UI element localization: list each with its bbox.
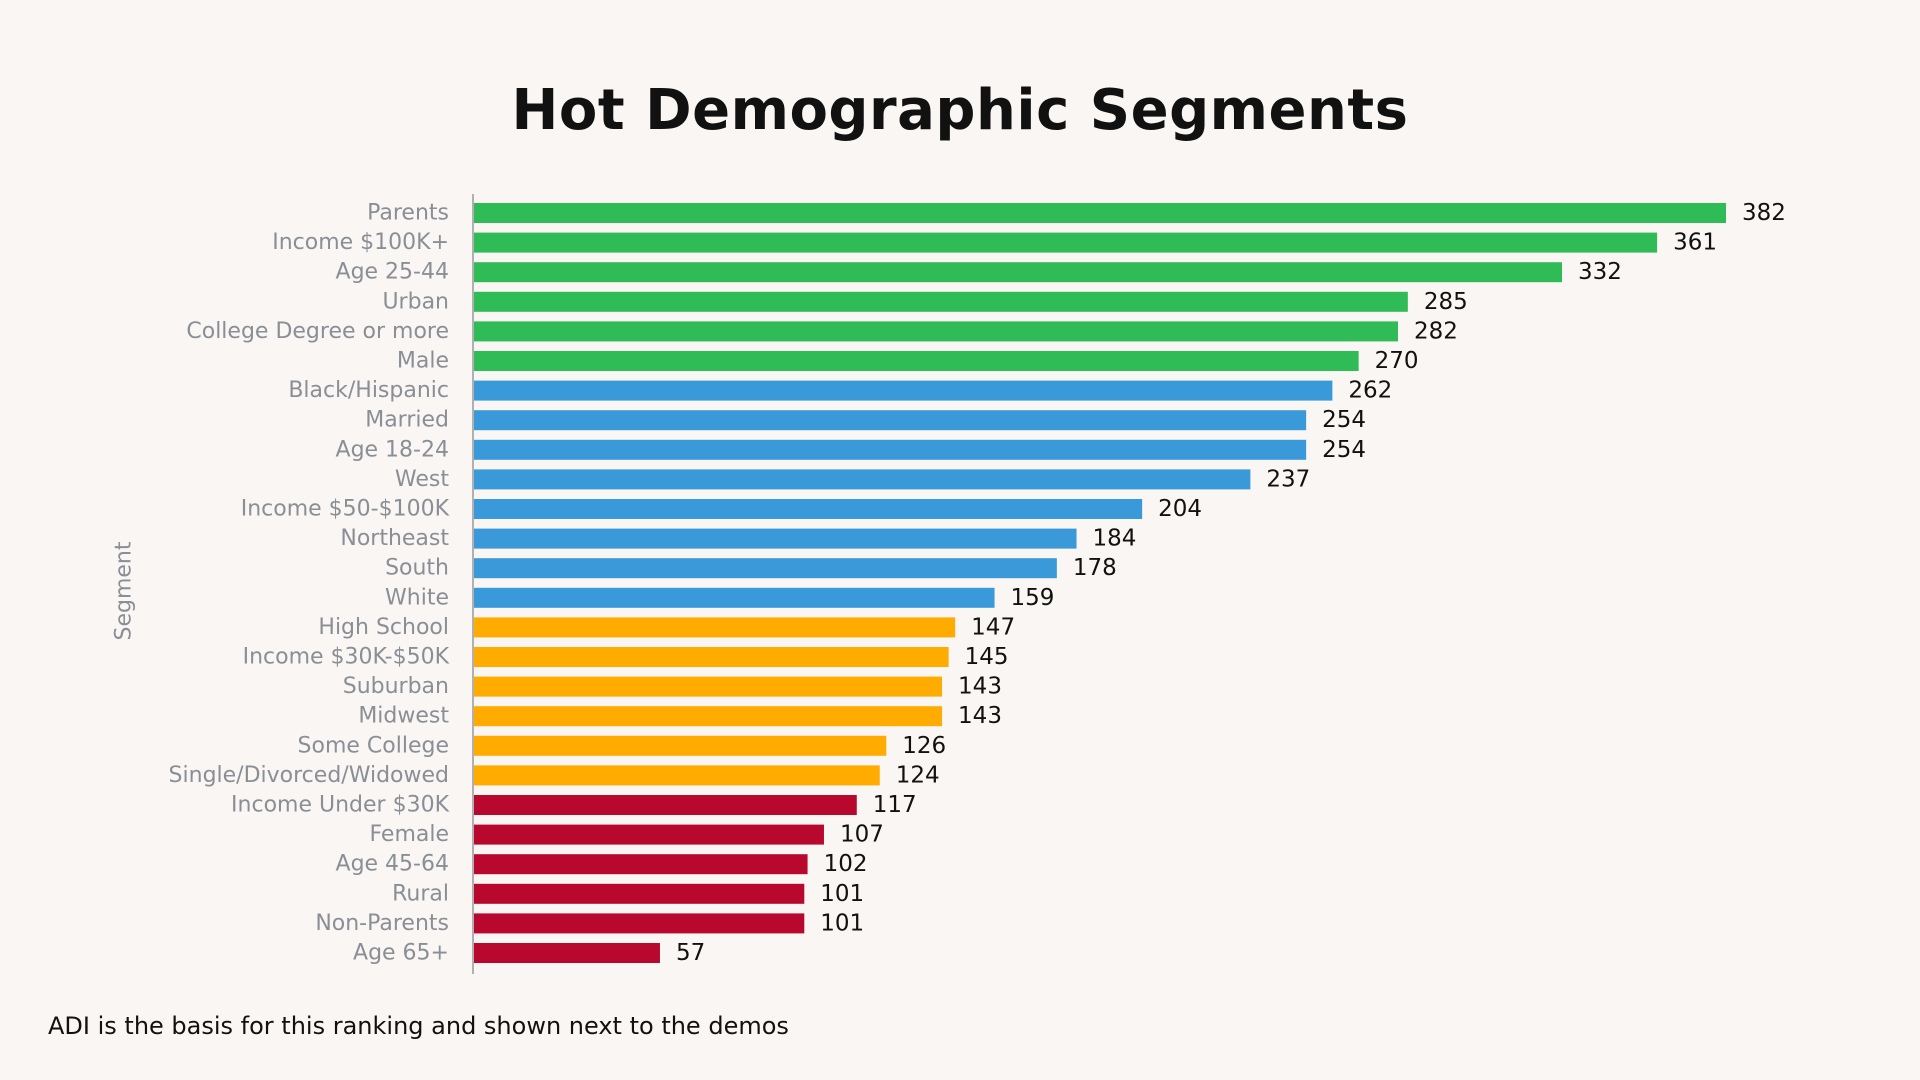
- value-label: 262: [1348, 378, 1392, 404]
- bars-group: [473, 203, 1726, 963]
- category-label: Non-Parents: [315, 911, 449, 936]
- footnote: ADI is the basis for this ranking and sh…: [48, 1012, 789, 1040]
- value-label: 145: [965, 644, 1009, 670]
- bar-female: [473, 824, 824, 845]
- value-label: 361: [1673, 230, 1717, 256]
- category-label: Income $30K-$50K: [243, 645, 450, 670]
- value-label: 237: [1266, 466, 1310, 492]
- bar-urban: [473, 291, 1408, 312]
- category-label: Rural: [392, 881, 449, 906]
- category-label: Male: [397, 349, 449, 374]
- value-label: 124: [896, 762, 940, 788]
- category-label: Northeast: [340, 526, 449, 551]
- category-label: Black/Hispanic: [288, 378, 449, 403]
- category-label: Female: [369, 822, 449, 847]
- bar-south: [473, 558, 1057, 579]
- bar-income-under-30k: [473, 795, 857, 815]
- value-label: 178: [1073, 555, 1117, 581]
- category-label: Urban: [382, 289, 449, 314]
- value-label: 143: [958, 674, 1002, 700]
- bar-age-65: [473, 943, 660, 963]
- category-label: Suburban: [343, 674, 449, 699]
- category-label: Parents: [367, 201, 449, 226]
- value-label: 270: [1375, 348, 1419, 374]
- value-label: 147: [971, 614, 1015, 640]
- value-label: 117: [873, 792, 917, 818]
- chart-title: Hot Demographic Segments: [511, 78, 1409, 143]
- value-label: 254: [1322, 437, 1366, 463]
- value-label: 57: [676, 940, 705, 966]
- category-label: Married: [365, 408, 449, 433]
- bar-northeast: [473, 528, 1077, 549]
- bar-black-hispanic: [473, 380, 1333, 401]
- value-label: 285: [1424, 289, 1468, 315]
- bar-income-50-100k: [473, 499, 1143, 519]
- category-label: Age 45-64: [336, 852, 449, 877]
- category-label: Age 18-24: [336, 437, 449, 462]
- value-label: 102: [824, 851, 868, 877]
- bar-parents: [473, 203, 1726, 223]
- category-label: Age 65+: [353, 941, 449, 966]
- category-label: Midwest: [358, 704, 449, 729]
- value-label: 204: [1158, 496, 1202, 522]
- category-label: White: [385, 585, 449, 610]
- value-label: 101: [820, 910, 864, 936]
- bar-college-degree-or-more: [473, 321, 1398, 342]
- category-label: Single/Divorced/Widowed: [169, 763, 449, 788]
- bar-male: [473, 351, 1359, 371]
- y-axis-title: Segment: [112, 541, 137, 640]
- value-label: 159: [1011, 585, 1055, 611]
- category-label: Income $50-$100K: [241, 497, 450, 522]
- category-label: College Degree or more: [186, 319, 449, 344]
- value-label: 184: [1093, 526, 1137, 552]
- value-label: 126: [902, 733, 946, 759]
- bar-west: [473, 469, 1251, 490]
- bar-age-45-64: [473, 854, 808, 875]
- bar-married: [473, 410, 1307, 431]
- bar-age-25-44: [473, 262, 1562, 283]
- value-label: 101: [820, 881, 864, 907]
- category-label: Income Under $30K: [231, 793, 450, 818]
- value-label: 382: [1742, 200, 1786, 226]
- value-label: 332: [1578, 259, 1622, 285]
- category-label: Income $100K+: [272, 230, 449, 255]
- value-labels-group: 382 361 332 285 282 270 262 254 254 237 204 184 178 1…: [676, 200, 1786, 966]
- bar-midwest: [473, 706, 943, 727]
- bar-non-parents: [473, 913, 805, 934]
- bar-single-divorced-widowed: [473, 765, 880, 786]
- bar-rural: [473, 883, 805, 904]
- value-label: 143: [958, 703, 1002, 729]
- category-label: Age 25-44: [336, 260, 449, 285]
- bar-income-100k: [473, 232, 1658, 253]
- bar-some-college: [473, 735, 887, 756]
- category-label: West: [395, 467, 449, 492]
- bar-suburban: [473, 676, 943, 697]
- value-label: 254: [1322, 407, 1366, 433]
- bar-income-30k-50k: [473, 647, 949, 667]
- bar-white: [473, 587, 995, 608]
- category-label: Some College: [298, 733, 449, 758]
- category-label: High School: [318, 615, 449, 640]
- value-label: 282: [1414, 318, 1458, 344]
- bar-age-18-24: [473, 439, 1307, 460]
- bar-high-school: [473, 617, 956, 638]
- value-label: 107: [840, 822, 884, 848]
- category-label: South: [385, 556, 449, 581]
- category-labels-group: Parents Income $100K+ Age 25-44 Urban Colleg…: [169, 201, 450, 966]
